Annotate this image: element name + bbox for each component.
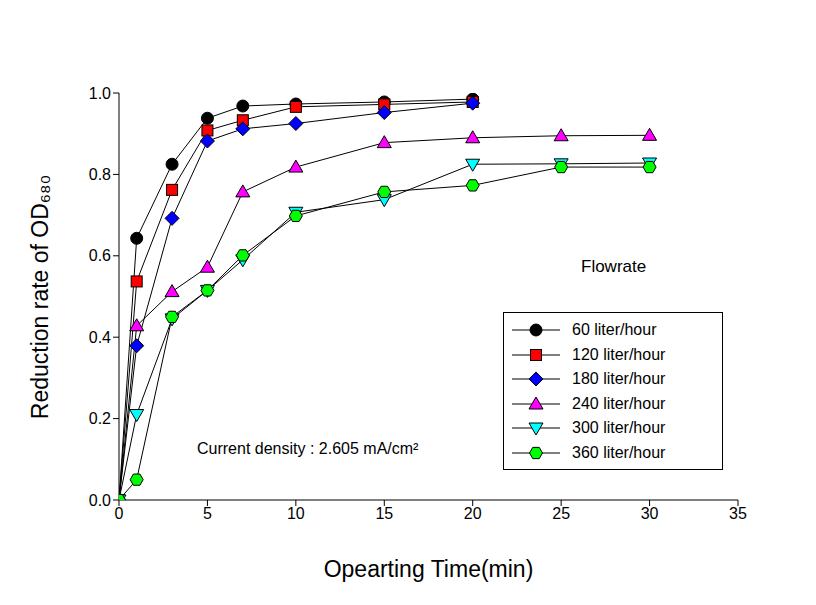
html-text:Reduction rate of OD₆₈₀: Reduction rate of OD₆₈₀	[26, 174, 53, 420]
svg-text:25: 25	[552, 505, 570, 522]
svg-text:5: 5	[203, 505, 212, 522]
html-text:60 liter/hour: 60 liter/hour	[572, 321, 657, 338]
svg-text:0.4: 0.4	[89, 329, 111, 346]
svg-text:0.6: 0.6	[89, 247, 111, 264]
svg-text:35: 35	[729, 505, 747, 522]
svg-text:0: 0	[115, 505, 124, 522]
svg-text:10: 10	[287, 505, 305, 522]
svg-text:30: 30	[641, 505, 659, 522]
html-text:Flowrate: Flowrate	[581, 257, 647, 276]
html-text:300 liter/hour: 300 liter/hour	[572, 419, 666, 436]
html-text:Current density : 2.605 mA/cm²: Current density : 2.605 mA/cm²	[197, 440, 419, 457]
html-text:360 liter/hour: 360 liter/hour	[572, 443, 666, 461]
svg-text:0.8: 0.8	[89, 166, 111, 183]
svg-text:1.0: 1.0	[89, 85, 111, 102]
html-text:180 liter/hour: 180 liter/hour	[572, 370, 666, 387]
html-text:Opearting Time(min): Opearting Time(min)	[323, 556, 534, 582]
svg-text:0.0: 0.0	[89, 492, 111, 509]
html-text:240 liter/hour: 240 liter/hour	[572, 394, 666, 412]
svg-text:20: 20	[464, 505, 482, 522]
html-text:120 liter/hour: 120 liter/hour	[572, 345, 666, 363]
svg-text:15: 15	[375, 505, 393, 522]
svg-text:0.2: 0.2	[89, 410, 111, 427]
